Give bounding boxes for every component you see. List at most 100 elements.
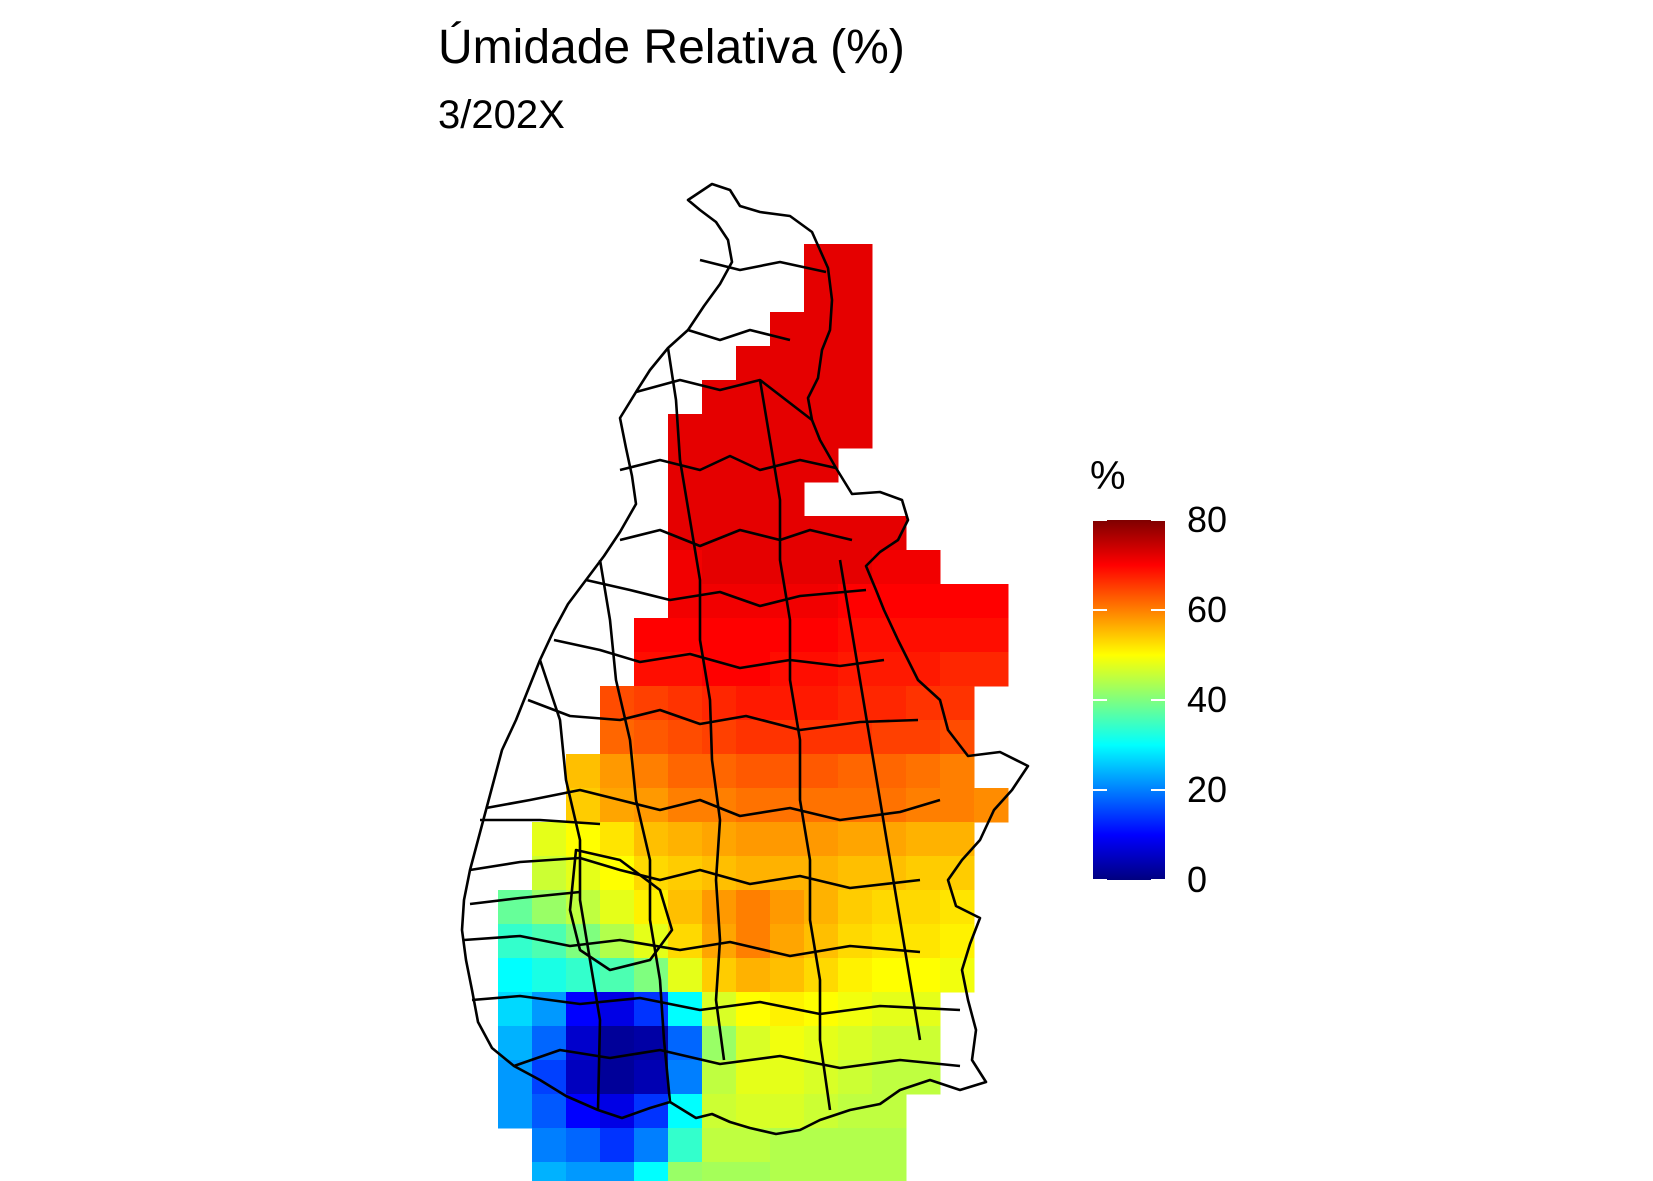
heatmap-cell-r7-c8 — [770, 482, 805, 517]
heatmap-cell-r19-c11 — [872, 890, 907, 925]
heatmap-cell-r4-c6 — [702, 380, 737, 415]
legend-tick-mark — [1151, 789, 1165, 791]
heatmap-cell-r16-c11 — [872, 788, 907, 823]
heatmap-cell-r13-c13 — [940, 686, 975, 721]
heatmap-cell-r23-c7 — [736, 1026, 771, 1061]
heatmap-cell-r27-c9 — [804, 1162, 839, 1181]
heatmap-cell-r21-c1 — [532, 958, 567, 993]
heatmap-cell-r11-c12 — [906, 618, 941, 653]
heatmap-cell-r17-c3 — [600, 822, 635, 857]
municipality-line-16 — [598, 559, 672, 1103]
heatmap-cell-r14-c12 — [906, 720, 941, 755]
heatmap-cell-r15-c5 — [668, 754, 703, 789]
heatmap-cell-r24-c1 — [532, 1060, 567, 1095]
heatmap-cell-r10-c13 — [940, 584, 975, 619]
heatmap-cell-r14-c13 — [940, 720, 975, 755]
legend-tick-label: 0 — [1187, 859, 1208, 900]
heatmap-cell-r18-c13 — [940, 856, 975, 891]
heatmap-cell-r21-c0 — [498, 958, 533, 993]
heatmap-cell-r20-c7 — [736, 924, 771, 959]
heatmap-cell-r6-c7 — [736, 448, 771, 483]
heatmap-cell-r26-c3 — [600, 1128, 635, 1163]
heatmap-cell-r26-c11 — [872, 1128, 907, 1163]
heatmap-cell-r13-c3 — [600, 686, 635, 721]
municipality-boundaries — [460, 182, 1030, 1136]
heatmap-cell-r27-c3 — [600, 1162, 635, 1181]
heatmap-cell-r26-c5 — [668, 1128, 703, 1163]
heatmap-cell-r5-c5 — [668, 414, 703, 449]
heatmap-cell-r21-c5 — [668, 958, 703, 993]
heatmap-cell-r18-c7 — [736, 856, 771, 891]
municipality-line-18 — [838, 559, 922, 1041]
heatmap-cell-r23-c1 — [532, 1026, 567, 1061]
heatmap-cell-r15-c6 — [702, 754, 737, 789]
heatmap-cell-r14-c5 — [668, 720, 703, 755]
heatmap-cell-r12-c7 — [736, 652, 771, 687]
legend-tick-mark — [1151, 609, 1165, 611]
heatmap-cell-r27-c10 — [838, 1162, 873, 1181]
heatmap-cell-r3-c7 — [736, 346, 771, 381]
heatmap-cell-r13-c10 — [838, 686, 873, 721]
heatmap-cell-r12-c14 — [974, 652, 1009, 687]
heatmap-cell-r22-c2 — [566, 992, 601, 1027]
heatmap-cell-r24-c7 — [736, 1060, 771, 1095]
municipality-line-1 — [635, 378, 813, 422]
heatmap-cell-r16-c5 — [668, 788, 703, 823]
heatmap-cell-r23-c10 — [838, 1026, 873, 1061]
heatmap-cell-r19-c7 — [736, 890, 771, 925]
heatmap-cell-r21-c11 — [872, 958, 907, 993]
heatmap-cell-r23-c0 — [498, 1026, 533, 1061]
heatmap-cell-r17-c4 — [634, 822, 669, 857]
heatmap-cell-r7-c7 — [736, 482, 771, 517]
heatmap-cell-r3-c8 — [770, 346, 805, 381]
heatmap-cell-r27-c2 — [566, 1162, 601, 1181]
heatmap-cell-r9-c12 — [906, 550, 941, 585]
heatmap-cell-r3-c10 — [838, 346, 873, 381]
heatmap-cell-r10-c9 — [804, 584, 839, 619]
heatmap-cell-r22-c3 — [600, 992, 635, 1027]
map-title: Úmidade Relativa (%) — [438, 21, 905, 74]
municipality-line-21 — [469, 890, 581, 906]
heatmap-cell-r9-c7 — [736, 550, 771, 585]
heatmap-cell-r13-c6 — [702, 686, 737, 721]
legend-tick-mark — [1151, 879, 1165, 881]
heatmap-cell-r19-c5 — [668, 890, 703, 925]
heatmap-cell-r19-c8 — [770, 890, 805, 925]
municipality-line-14 — [666, 347, 726, 1061]
heatmap-cell-r24-c3 — [600, 1060, 635, 1095]
heatmap-cell-r24-c12 — [906, 1060, 941, 1095]
municipality-line-7 — [553, 638, 885, 670]
heatmap-cell-r21-c3 — [600, 958, 635, 993]
heatmap-cell-r20-c0 — [498, 924, 533, 959]
legend-tick-mark — [1093, 879, 1107, 881]
heatmap-cell-r22-c11 — [872, 992, 907, 1027]
legend-tick-mark — [1151, 699, 1165, 701]
heatmap-cell-r12-c13 — [940, 652, 975, 687]
heatmap-cell-r25-c1 — [532, 1094, 567, 1129]
heatmap-cell-r10-c6 — [702, 584, 737, 619]
legend-tick-label: 60 — [1187, 589, 1228, 630]
legend-tick-mark — [1093, 699, 1107, 701]
municipality-line-15 — [758, 379, 832, 1111]
municipality-line-6 — [585, 578, 867, 608]
heatmap-cell-r5-c7 — [736, 414, 771, 449]
heatmap-cell-r25-c11 — [872, 1094, 907, 1129]
heatmap-cell-r26-c4 — [634, 1128, 669, 1163]
heatmap-cell-r20-c13 — [940, 924, 975, 959]
municipality-line-9 — [485, 788, 941, 822]
heatmap-cell-r9-c9 — [804, 550, 839, 585]
heatmap-cell-r27-c11 — [872, 1162, 907, 1181]
state-boundary — [460, 182, 1030, 1136]
heatmap-cell-r18-c10 — [838, 856, 873, 891]
heatmap-cell-r23-c11 — [872, 1026, 907, 1061]
heatmap-cell-r14-c11 — [872, 720, 907, 755]
heatmap-cell-r27-c8 — [770, 1162, 805, 1181]
heatmap-cell-r13-c12 — [906, 686, 941, 721]
heatmap-cell-r11-c14 — [974, 618, 1009, 653]
heatmap-cell-r27-c4 — [634, 1162, 669, 1181]
heatmap-cell-r26-c2 — [566, 1128, 601, 1163]
municipality-line-19 — [568, 848, 674, 972]
heatmap-cell-r11-c5 — [668, 618, 703, 653]
heatmap-cell-r26-c1 — [532, 1128, 567, 1163]
